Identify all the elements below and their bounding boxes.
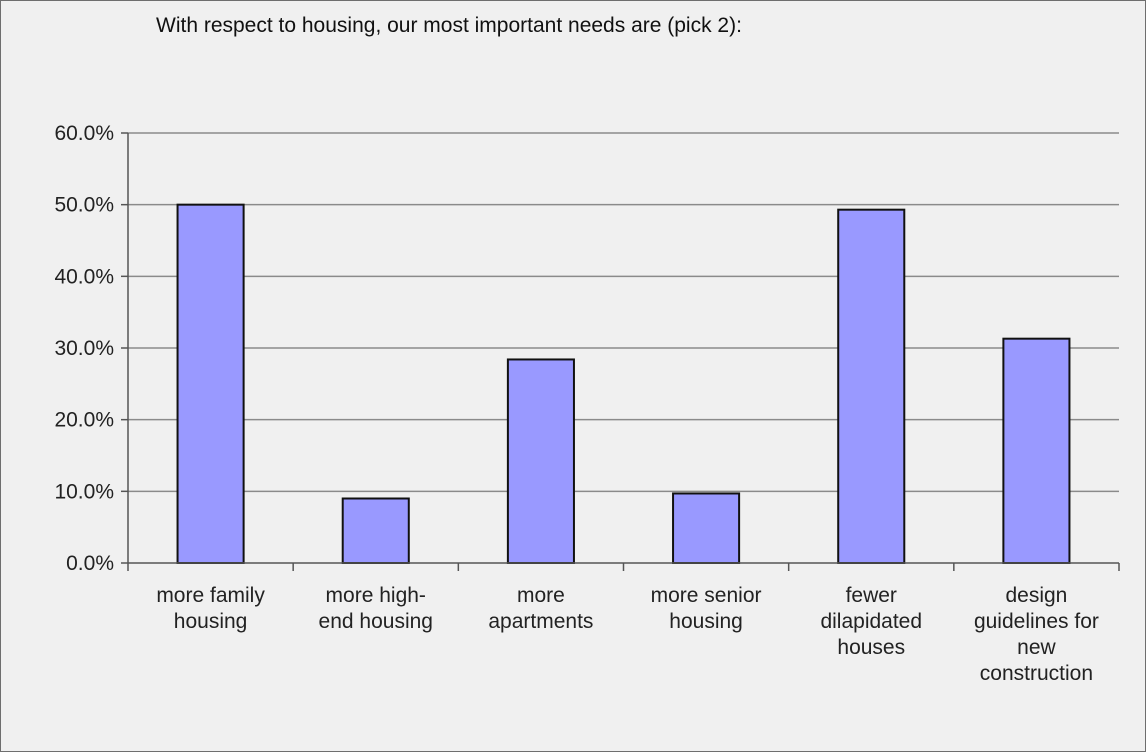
y-tick-label: 0.0% bbox=[66, 552, 114, 575]
x-category-label: more bbox=[517, 584, 565, 607]
x-category-label: more family bbox=[156, 584, 265, 607]
x-category-label: houses bbox=[837, 636, 905, 659]
y-tick-label: 40.0% bbox=[54, 265, 114, 288]
bar bbox=[506, 358, 575, 565]
x-category-label: apartments bbox=[488, 610, 593, 633]
x-category-label: dilapidated bbox=[820, 610, 922, 633]
grid-lines bbox=[128, 132, 1119, 493]
y-tick-label: 30.0% bbox=[54, 337, 114, 360]
bar bbox=[1002, 337, 1071, 564]
x-category-label: new bbox=[1017, 636, 1056, 659]
x-category-label: design bbox=[1005, 584, 1067, 607]
bar bbox=[176, 203, 245, 565]
bar bbox=[837, 208, 906, 565]
bars bbox=[176, 203, 1071, 565]
bar bbox=[672, 492, 741, 565]
y-tick-label: 60.0% bbox=[54, 122, 114, 145]
x-category-label: end housing bbox=[319, 610, 433, 633]
y-tick-label: 20.0% bbox=[54, 409, 114, 432]
y-tick-label: 10.0% bbox=[54, 480, 114, 503]
axes bbox=[121, 132, 1120, 571]
x-category-label: housing bbox=[174, 610, 248, 633]
x-category-label: fewer bbox=[846, 584, 897, 607]
y-tick-label: 50.0% bbox=[54, 194, 114, 217]
bar bbox=[341, 497, 410, 564]
x-category-label: more high- bbox=[326, 584, 426, 607]
y-axis-ticks: 0.0% 10.0% 20.0% 30.0% 40.0% 50.0% 60.0% bbox=[54, 122, 114, 575]
x-category-label: guidelines for bbox=[974, 610, 1099, 633]
chart-title: With respect to housing, our most import… bbox=[156, 14, 742, 37]
x-category-label: more senior bbox=[651, 584, 762, 607]
x-category-label: housing bbox=[669, 610, 743, 633]
x-axis-labels: more family housing more high-end housing m… bbox=[156, 584, 1099, 685]
x-category-label: construction bbox=[980, 662, 1093, 685]
